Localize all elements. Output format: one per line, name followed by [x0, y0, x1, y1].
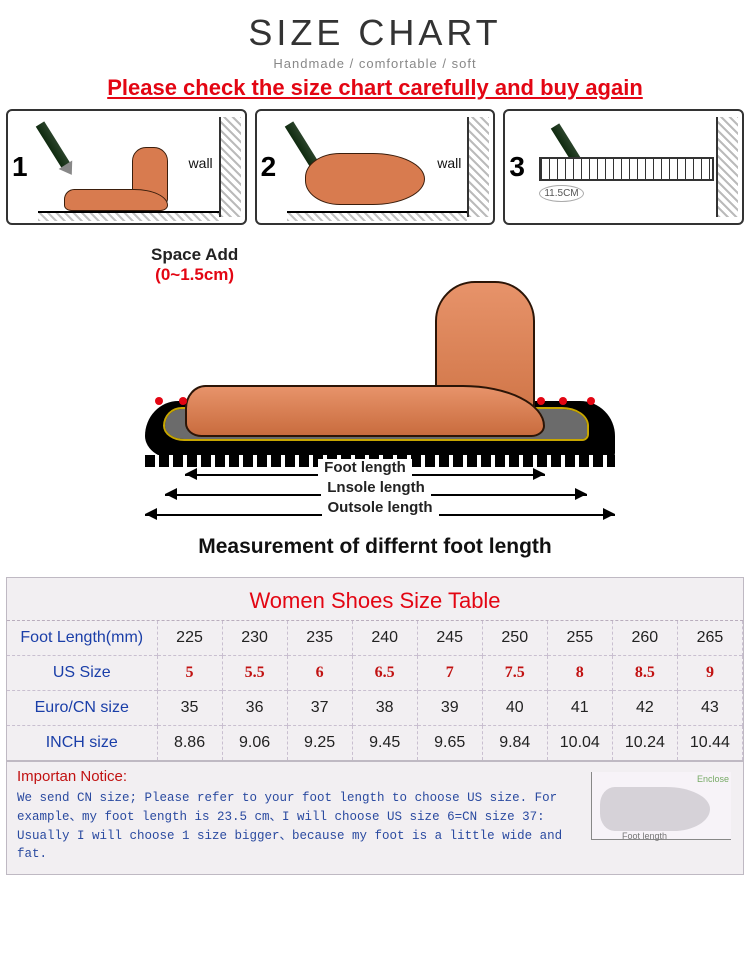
wall-pattern	[716, 117, 738, 217]
row-label: Foot Length(mm)	[7, 621, 157, 656]
step-panels: 1 wall 2 wall 3 wall 11.5CM	[0, 101, 750, 227]
cell: 41	[547, 691, 612, 726]
table-row: INCH size8.869.069.259.459.659.8410.0410…	[7, 726, 743, 761]
step-1: 1 wall	[6, 109, 247, 225]
cell: 245	[417, 621, 482, 656]
cell: 9	[677, 656, 742, 691]
table-row: US Size55.566.577.588.59	[7, 656, 743, 691]
cell: 42	[612, 691, 677, 726]
marker-dot	[559, 397, 567, 405]
cell: 6	[287, 656, 352, 691]
notice-cap-footlength: Foot length	[622, 831, 667, 841]
cell: 6.5	[352, 656, 417, 691]
diagram-caption: Measurement of differnt foot length	[0, 535, 750, 559]
marker-dot	[179, 397, 187, 405]
cell: 7	[417, 656, 482, 691]
cell: 260	[612, 621, 677, 656]
row-label: INCH size	[7, 726, 157, 761]
dim-foot-label: Foot length	[318, 459, 412, 476]
cell: 37	[287, 691, 352, 726]
marker-dot	[155, 397, 163, 405]
wall-pattern	[467, 117, 489, 217]
foot-side-icon	[64, 141, 174, 211]
measurement-diagram: Space Add (0~1.5cm) Foot length Lnsole l…	[95, 245, 655, 525]
space-add-text: Space Add	[151, 245, 238, 264]
wall-label: wall	[189, 155, 213, 171]
cell: 9.84	[482, 726, 547, 761]
row-label: Euro/CN size	[7, 691, 157, 726]
space-range: (0~1.5cm)	[151, 265, 238, 285]
important-notice: Importan Notice: We send CN size; Please…	[7, 761, 743, 874]
cell: 9.65	[417, 726, 482, 761]
cell: 10.24	[612, 726, 677, 761]
cell: 8.5	[612, 656, 677, 691]
cell: 5	[157, 656, 222, 691]
dim-outsole-length: Outsole length	[145, 505, 615, 523]
cell: 5.5	[222, 656, 287, 691]
step-3: 3 wall 11.5CM	[503, 109, 744, 225]
cell: 250	[482, 621, 547, 656]
foot-shape	[185, 287, 545, 437]
marker-dot	[537, 397, 545, 405]
cell: 9.25	[287, 726, 352, 761]
cell: 9.06	[222, 726, 287, 761]
notice-foot-illustration: Enclose Foot length	[591, 772, 731, 840]
cell: 43	[677, 691, 742, 726]
cell: 10.44	[677, 726, 742, 761]
dim-insole-label: Lnsole length	[321, 479, 431, 496]
cell: 39	[417, 691, 482, 726]
marker-dot	[587, 397, 595, 405]
ground-hatch	[38, 213, 219, 221]
cell: 230	[222, 621, 287, 656]
cell: 255	[547, 621, 612, 656]
cell: 8.86	[157, 726, 222, 761]
page-subtitle: Handmade / comfortable / soft	[0, 56, 750, 71]
cell: 8	[547, 656, 612, 691]
cell: 9.45	[352, 726, 417, 761]
size-table-grid: Foot Length(mm)2252302352402452502552602…	[7, 621, 743, 761]
step-2-number: 2	[261, 151, 277, 183]
table-row: Foot Length(mm)2252302352402452502552602…	[7, 621, 743, 656]
foot-top-icon	[305, 153, 425, 205]
step-1-number: 1	[12, 151, 28, 183]
cell: 36	[222, 691, 287, 726]
space-add-label: Space Add (0~1.5cm)	[151, 245, 238, 285]
cell: 265	[677, 621, 742, 656]
table-row: Euro/CN size353637383940414243	[7, 691, 743, 726]
cell: 40	[482, 691, 547, 726]
size-table: Women Shoes Size Table Foot Length(mm)22…	[6, 577, 744, 875]
cell: 38	[352, 691, 417, 726]
size-table-title: Women Shoes Size Table	[7, 578, 743, 621]
row-label: US Size	[7, 656, 157, 691]
ruler-caption: 11.5CM	[539, 185, 583, 202]
page-title: SIZE CHART	[0, 12, 750, 54]
cell: 7.5	[482, 656, 547, 691]
dim-outsole-label: Outsole length	[322, 499, 439, 516]
ruler-icon	[539, 157, 714, 181]
warning-text: Please check the size chart carefully an…	[0, 75, 750, 101]
cell: 35	[157, 691, 222, 726]
wall-label: wall	[437, 155, 461, 171]
wall-pattern	[219, 117, 241, 217]
step-3-number: 3	[509, 151, 525, 183]
step-2: 2 wall	[255, 109, 496, 225]
notice-cap-enclose: Enclose	[697, 774, 729, 784]
cell: 10.04	[547, 726, 612, 761]
cell: 235	[287, 621, 352, 656]
cell: 240	[352, 621, 417, 656]
notice-text: We send CN size; Please refer to your fo…	[17, 789, 577, 864]
ground-hatch	[287, 213, 468, 221]
cell: 225	[157, 621, 222, 656]
